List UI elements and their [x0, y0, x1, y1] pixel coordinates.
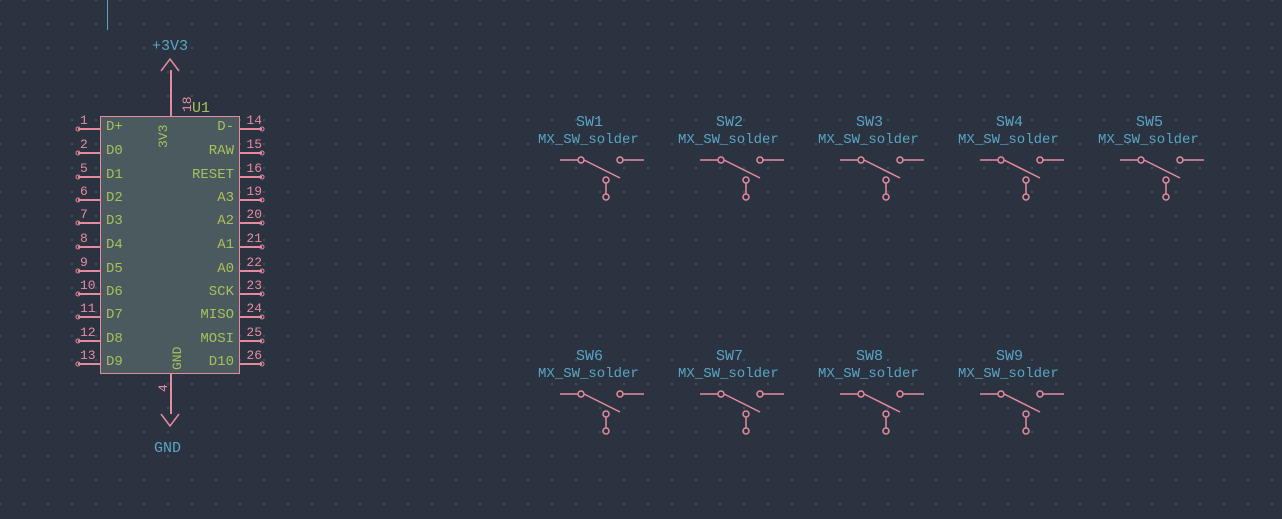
- pin-endpoint[interactable]: [260, 269, 265, 274]
- pin-label: MISO: [0, 307, 234, 323]
- switch-symbol[interactable]: [560, 150, 650, 210]
- pin-endpoint[interactable]: [260, 245, 265, 250]
- switch-ref: SW5: [1136, 114, 1163, 131]
- switch-footprint: MX_SW_solder: [958, 132, 1059, 148]
- pin-endpoint[interactable]: [260, 362, 265, 367]
- pin-number: 19: [246, 184, 262, 199]
- pin-label: SCK: [0, 284, 234, 300]
- pin-number: 15: [246, 137, 262, 152]
- pin-number: 23: [246, 278, 262, 293]
- switch-footprint: MX_SW_solder: [818, 366, 919, 382]
- switch-ref: SW8: [856, 348, 883, 365]
- pin-number: 22: [246, 255, 262, 270]
- pin-endpoint[interactable]: [260, 175, 265, 180]
- switch-ref: SW4: [996, 114, 1023, 131]
- switch-symbol[interactable]: [980, 384, 1070, 444]
- switch-ref: SW7: [716, 348, 743, 365]
- switch-footprint: MX_SW_solder: [818, 132, 919, 148]
- pin-label: A1: [0, 237, 234, 253]
- pin-endpoint[interactable]: [260, 315, 265, 320]
- switch-footprint: MX_SW_solder: [538, 366, 639, 382]
- pin-number: 14: [246, 113, 262, 128]
- power-arrow-up-icon: [160, 58, 180, 72]
- power-stem-top: [170, 70, 172, 116]
- switch-footprint: MX_SW_solder: [678, 366, 779, 382]
- pin-number: 21: [246, 231, 262, 246]
- switch-ref: SW3: [856, 114, 883, 131]
- pin-label: RESET: [0, 167, 234, 183]
- pin-endpoint[interactable]: [260, 127, 265, 132]
- switch-symbol[interactable]: [840, 150, 930, 210]
- pin-label: A3: [0, 190, 234, 206]
- switch-ref: SW2: [716, 114, 743, 131]
- switch-ref: SW9: [996, 348, 1023, 365]
- pin-label: D10: [0, 354, 234, 370]
- net-label-3v3: +3V3: [152, 38, 188, 55]
- pin-number: 26: [246, 348, 262, 363]
- pin-number: 24: [246, 301, 262, 316]
- switch-symbol[interactable]: [700, 150, 790, 210]
- switch-footprint: MX_SW_solder: [1098, 132, 1199, 148]
- switch-symbol[interactable]: [1120, 150, 1210, 210]
- pin-endpoint[interactable]: [260, 151, 265, 156]
- pin-label: A0: [0, 261, 234, 277]
- pin-label: A2: [0, 213, 234, 229]
- pin-endpoint[interactable]: [260, 198, 265, 203]
- switch-ref: SW1: [576, 114, 603, 131]
- net-label-gnd: GND: [154, 440, 181, 457]
- pin-endpoint[interactable]: [260, 292, 265, 297]
- pin-label: MOSI: [0, 331, 234, 347]
- pin-number: 25: [246, 325, 262, 340]
- pin-number: 16: [246, 161, 262, 176]
- pin-endpoint[interactable]: [260, 339, 265, 344]
- switch-footprint: MX_SW_solder: [678, 132, 779, 148]
- switch-footprint: MX_SW_solder: [958, 366, 1059, 382]
- schematic-canvas[interactable]: U1+3V3GND3V3GND1841D+2D05D16D27D38D49D51…: [0, 0, 1282, 519]
- pin-label: D-: [0, 119, 234, 135]
- switch-symbol[interactable]: [840, 384, 930, 444]
- switch-symbol[interactable]: [560, 384, 650, 444]
- power-stem-bottom: [170, 374, 172, 414]
- switch-symbol[interactable]: [980, 150, 1070, 210]
- switch-footprint: MX_SW_solder: [538, 132, 639, 148]
- ic-inner-label: 18: [180, 96, 195, 112]
- pin-endpoint[interactable]: [260, 221, 265, 226]
- axis-marker: [107, 0, 108, 30]
- ic-inner-label: 4: [156, 384, 171, 392]
- switch-ref: SW6: [576, 348, 603, 365]
- switch-symbol[interactable]: [700, 384, 790, 444]
- pin-label: RAW: [0, 143, 234, 159]
- pin-number: 20: [246, 207, 262, 222]
- power-arrow-down-icon: [160, 413, 180, 427]
